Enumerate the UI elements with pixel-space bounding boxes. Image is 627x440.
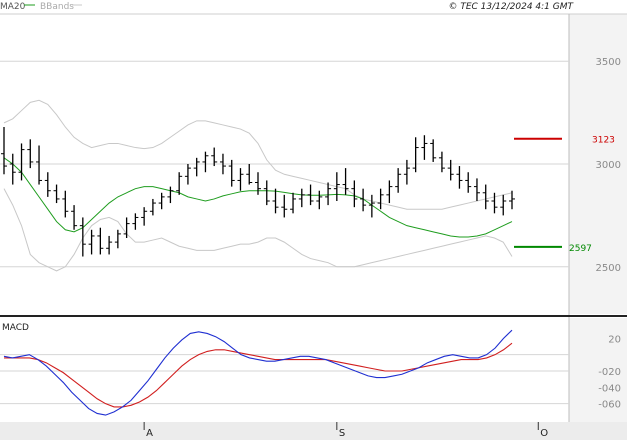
ohlc-bar	[53, 184, 60, 204]
ohlc-bar	[430, 139, 437, 162]
signal-line	[4, 342, 513, 408]
macd-grid	[0, 354, 569, 405]
ohlc-bar	[88, 229, 95, 255]
ohlc-bar	[342, 168, 349, 195]
legend-bbands-label: BBands	[40, 2, 74, 12]
ma20-polyline	[3, 157, 513, 238]
month-label: S	[339, 428, 345, 439]
macd-tick-label: -060	[598, 400, 621, 411]
ohlc-bar	[202, 151, 209, 173]
ohlc-bar	[377, 188, 384, 210]
ohlc-bar	[351, 180, 358, 208]
ohlc-bar	[509, 190, 515, 210]
ohlc-bar	[246, 164, 253, 185]
ohlc-bar	[412, 137, 419, 173]
ohlc-bar	[132, 213, 139, 230]
price-tick-label: 3500	[596, 57, 621, 68]
ohlc-bar	[386, 180, 393, 204]
price-bars	[1, 127, 515, 257]
price-grid	[0, 60, 569, 268]
ohlc-bar	[228, 159, 235, 187]
ohlc-bar	[263, 180, 270, 206]
support-label: 2597	[569, 244, 592, 254]
ohlc-bar	[44, 172, 51, 197]
ohlc-bar	[36, 145, 43, 185]
ohlc-bar	[97, 227, 104, 255]
macd-tick-label: 20	[608, 334, 621, 345]
macd-axis: 20 -020 -040 -060	[598, 334, 621, 410]
ohlc-bar	[219, 153, 226, 175]
ohlc-bar	[491, 192, 498, 214]
ohlc-bar	[272, 188, 279, 214]
ohlc-bar	[307, 184, 314, 206]
resistance-label: 3123	[592, 136, 615, 146]
bband-line	[3, 99, 513, 210]
ohlc-bar	[290, 192, 297, 214]
ohlc-bar	[237, 168, 244, 191]
macd-tick-label: -020	[598, 367, 621, 378]
time-axis-band	[0, 422, 627, 440]
price-tick-label: 3000	[596, 160, 621, 171]
ohlc-bar	[9, 153, 16, 185]
ohlc-bar	[325, 182, 332, 206]
ohlc-bar	[465, 172, 472, 193]
bollinger-bands	[3, 99, 513, 272]
ohlc-bar	[298, 188, 305, 208]
ohlc-bar	[255, 172, 261, 195]
ohlc-bar	[184, 164, 191, 185]
ohlc-bar	[193, 157, 200, 177]
ohlc-bar	[141, 207, 148, 226]
ohlc-bar	[149, 198, 156, 216]
time-axis: ASOND	[143, 422, 548, 439]
support-resistance-levels: 3123 2597	[514, 136, 615, 254]
price-tick-label: 2500	[596, 263, 621, 274]
price-axis-panel	[569, 14, 627, 314]
macd-line	[3, 329, 513, 416]
ohlc-bar	[1, 127, 7, 175]
macd-tick-label: -040	[598, 383, 621, 394]
ohlc-bar	[316, 190, 323, 210]
header-legend: MA20 BBands © TEC 13/12/2024 4:1 GMT	[0, 2, 574, 12]
ohlc-bar	[368, 194, 375, 218]
ohlc-bar	[176, 172, 183, 195]
bband-line	[3, 188, 513, 272]
ohlc-bar	[62, 190, 69, 218]
ohlc-bar	[447, 159, 454, 181]
ohlc-bar	[500, 194, 507, 216]
ohlc-bar	[158, 192, 165, 210]
ohlc-bar	[438, 151, 445, 173]
ohlc-bar	[473, 178, 480, 201]
legend-ma20-label: MA20	[0, 2, 26, 12]
ohlc-bar	[211, 147, 218, 167]
macd-panel-label: MACD	[2, 323, 29, 333]
ohlc-bar	[333, 172, 340, 201]
ohlc-bar	[79, 217, 86, 257]
price-axis: 3500 3000 2500	[596, 57, 621, 274]
ohlc-bar	[403, 159, 410, 185]
ohlc-bar	[114, 229, 121, 249]
ohlc-bar	[281, 194, 288, 218]
ohlc-bar	[482, 184, 489, 210]
ohlc-bar	[123, 217, 130, 238]
copyright-timestamp: © TEC 13/12/2024 4:1 GMT	[448, 2, 574, 12]
ma20-line	[3, 157, 513, 238]
ohlc-bar	[167, 186, 174, 204]
macd-lines	[3, 329, 513, 416]
ohlc-bar	[456, 166, 463, 189]
ohlc-bar	[395, 168, 402, 193]
month-label: O	[540, 428, 548, 439]
macd-axis-panel	[569, 318, 627, 422]
ohlc-bar	[360, 188, 367, 212]
ohlc-bar	[106, 235, 113, 255]
month-label: A	[146, 428, 153, 439]
ohlc-bar	[18, 143, 25, 181]
ohlc-bar	[421, 135, 428, 160]
ohlc-bar	[71, 205, 78, 230]
ohlc-bar	[27, 139, 34, 169]
